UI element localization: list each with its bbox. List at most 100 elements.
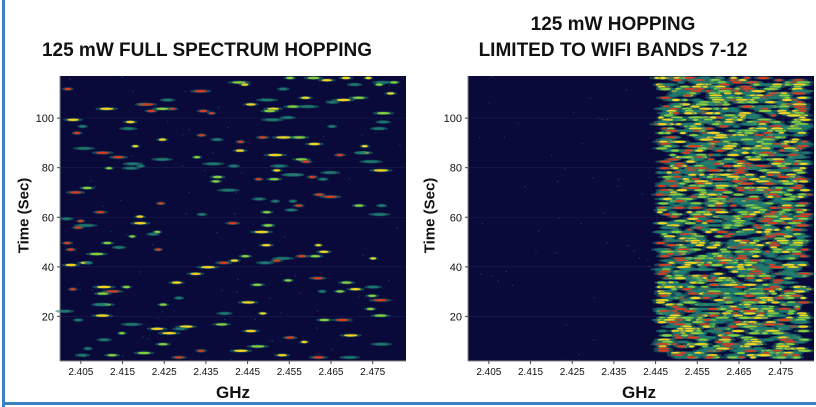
hop-burst [693, 158, 704, 161]
hop-burst [709, 283, 719, 286]
hop-burst [114, 246, 124, 249]
hop-burst [96, 285, 112, 289]
hop-burst [686, 217, 699, 220]
noise-point [491, 76, 494, 78]
hop-burst [676, 189, 688, 192]
x-tick-label: 2.425 [560, 367, 585, 378]
hop-burst [132, 145, 139, 148]
hop-burst [747, 116, 761, 119]
hop-burst [159, 303, 167, 306]
hop-burst [103, 241, 112, 245]
hop-burst [776, 153, 786, 157]
hop-burst [59, 310, 71, 313]
hop-burst [777, 318, 792, 322]
hop-burst [706, 184, 713, 187]
noise-point [667, 90, 669, 92]
hop-burst [198, 134, 205, 137]
noise-point [601, 118, 603, 120]
hop-burst [660, 76, 666, 80]
noise-point [617, 185, 619, 188]
hop-burst [300, 105, 315, 108]
hop-burst [155, 107, 169, 110]
hop-burst [162, 98, 173, 102]
hop-burst [78, 224, 93, 227]
hop-burst [336, 153, 344, 157]
noise-point [362, 254, 364, 256]
hop-burst [780, 272, 794, 275]
hop-burst [199, 109, 208, 113]
noise-point [358, 296, 360, 298]
hop-burst [254, 230, 269, 234]
hop-burst [241, 301, 255, 304]
hop-burst [755, 244, 765, 247]
hop-burst [259, 261, 271, 264]
noise-point [91, 289, 94, 291]
hop-burst [689, 296, 701, 300]
noise-point [327, 100, 329, 102]
noise-point [641, 193, 643, 195]
hop-burst [655, 301, 665, 304]
hop-burst [206, 162, 221, 165]
noise-point [269, 340, 271, 342]
chart-title-line-1: 125 mW HOPPING [530, 14, 696, 35]
hop-burst [241, 83, 249, 86]
noise-point [348, 178, 350, 180]
noise-point [188, 129, 190, 131]
frame-left-border [2, 0, 5, 407]
hop-burst [268, 153, 283, 157]
hop-burst [378, 204, 386, 207]
hop-burst [730, 204, 737, 207]
noise-point [280, 312, 283, 314]
hop-burst [260, 98, 274, 102]
hop-burst [800, 296, 807, 300]
hop-burst [758, 98, 769, 102]
hop-burst [800, 151, 811, 154]
noise-point [237, 278, 239, 281]
hop-burst [354, 204, 364, 207]
noise-point [331, 348, 334, 351]
hop-burst [750, 237, 763, 240]
hop-burst [670, 149, 680, 152]
hop-burst [118, 332, 125, 335]
noise-point [388, 279, 390, 281]
hop-burst [791, 356, 802, 359]
hop-burst [367, 285, 379, 289]
hop-burst [194, 90, 208, 93]
noise-point [481, 223, 484, 225]
hop-burst [96, 151, 110, 154]
hop-burst [150, 327, 164, 330]
noise-point [241, 171, 243, 174]
hop-burst [705, 230, 712, 234]
hop-burst [727, 334, 740, 337]
hop-burst [715, 340, 722, 344]
hop-burst [703, 318, 711, 322]
hop-burst [797, 340, 806, 344]
hop-burst [136, 215, 144, 218]
hop-burst [287, 208, 296, 212]
hop-burst [743, 312, 756, 315]
hop-burst [237, 140, 244, 143]
hop-burst [766, 255, 776, 258]
hop-burst [718, 301, 724, 304]
hop-burst [126, 162, 140, 165]
hop-burst [737, 274, 746, 278]
hop-burst [786, 114, 801, 117]
noise-point [581, 143, 583, 145]
hop-burst [336, 98, 351, 102]
noise-point [511, 284, 514, 287]
hop-burst [709, 228, 718, 231]
hop-burst [776, 356, 787, 359]
noise-point [593, 339, 595, 341]
hop-burst [761, 332, 769, 335]
hop-burst [106, 167, 112, 170]
x-tick-label: 2.405 [68, 367, 93, 378]
hop-burst [378, 120, 388, 124]
noise-point [79, 288, 81, 291]
noise-point [535, 252, 537, 254]
hop-burst [793, 285, 801, 289]
hop-burst [75, 318, 82, 322]
hop-burst [793, 268, 801, 271]
x-tick-label: 2.415 [110, 367, 135, 378]
hop-burst [669, 184, 679, 187]
hop-burst [783, 193, 793, 196]
